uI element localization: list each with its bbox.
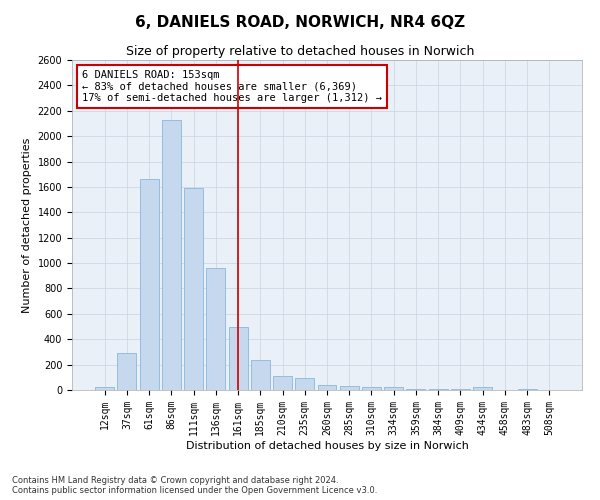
Bar (429, 389, 448, 390)
X-axis label: Distribution of detached houses by size in Norwich: Distribution of detached houses by size … (185, 440, 469, 450)
Bar (206, 268, 225, 390)
Y-axis label: Number of detached properties: Number of detached properties (22, 138, 32, 312)
Bar (406, 388, 425, 390)
Bar (118, 353, 136, 390)
Text: 6 DANIELS ROAD: 153sqm
← 83% of detached houses are smaller (6,369)
17% of semi-: 6 DANIELS ROAD: 153sqm ← 83% of detached… (82, 70, 382, 103)
Text: 6, DANIELS ROAD, NORWICH, NR4 6QZ: 6, DANIELS ROAD, NORWICH, NR4 6QZ (135, 15, 465, 30)
Bar (229, 326, 248, 390)
Bar (473, 388, 492, 390)
Bar (251, 360, 270, 390)
Text: Size of property relative to detached houses in Norwich: Size of property relative to detached ho… (126, 45, 474, 58)
Bar (95, 387, 114, 390)
Text: Contains HM Land Registry data © Crown copyright and database right 2024.
Contai: Contains HM Land Registry data © Crown c… (12, 476, 377, 495)
Bar (162, 120, 181, 390)
Bar (295, 378, 314, 390)
Bar (384, 388, 403, 390)
Bar (362, 387, 381, 390)
Bar (317, 385, 337, 390)
Bar (273, 376, 292, 390)
Bar (184, 188, 203, 390)
Bar (340, 386, 359, 390)
Bar (140, 180, 158, 390)
